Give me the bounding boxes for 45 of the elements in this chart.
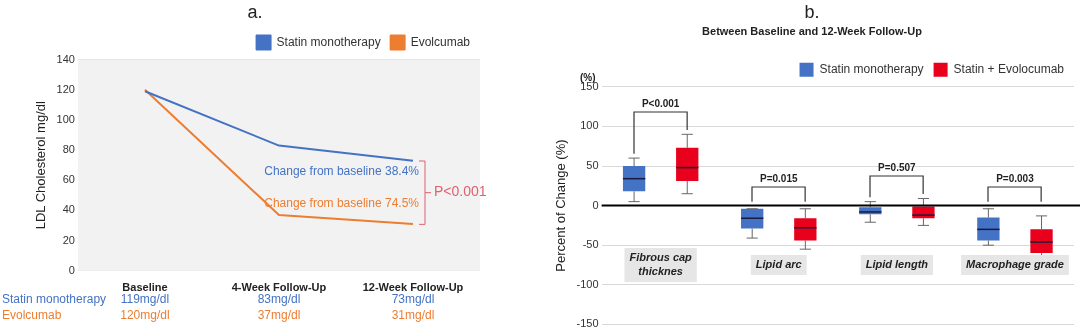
y-tick-label: -100 xyxy=(576,277,599,290)
y-tick-label: 80 xyxy=(62,143,75,156)
y-tick-label: 20 xyxy=(62,233,75,246)
y-tick-label: 100 xyxy=(56,112,75,125)
annotation: Change from baseline 74.5% xyxy=(264,195,420,210)
y-tick-label: 0 xyxy=(592,198,599,211)
data-label: 37mg/dl xyxy=(257,308,301,323)
y-tick-label: 120 xyxy=(56,82,75,95)
y-tick-label: 60 xyxy=(62,173,75,186)
y-axis-title: Percent of Change (%) xyxy=(553,139,569,272)
text: Evolcumab xyxy=(2,308,62,323)
x-tick-label: Fibrous cap thicknes xyxy=(629,251,693,278)
x-tick-label: Lipid arc xyxy=(755,258,802,271)
data-label: 119mg/dl xyxy=(120,292,170,307)
legend-label: Statin monotherapy xyxy=(819,62,924,77)
data-label: 31mg/dl xyxy=(391,308,435,323)
x-tick-label: Macrophage grade xyxy=(966,258,1064,271)
legend-label: Statin + Evolocumab xyxy=(953,62,1065,77)
y-tick-label: 0 xyxy=(68,263,75,276)
annotation: Change from baseline 38.4% xyxy=(264,164,420,179)
annotation: P=0.507 xyxy=(878,162,917,174)
legend-label: Statin monotherapy xyxy=(276,34,381,49)
annotation: P=0.015 xyxy=(759,172,798,184)
annotation: P<0.001 xyxy=(641,98,680,110)
x-tick-label: 12-Week Follow-Up xyxy=(362,281,464,294)
data-label: 120mg/dl xyxy=(120,308,170,323)
data-label: 73mg/dl xyxy=(391,292,435,307)
x-tick-label: 4-Week Follow-Up xyxy=(231,281,327,294)
x-tick-label: Lipid length xyxy=(865,258,929,271)
legend-label: Evolcumab xyxy=(410,34,471,49)
y-tick-label: 140 xyxy=(56,52,75,65)
y-tick-label: 50 xyxy=(586,159,599,172)
annotation: P<0.001 xyxy=(433,183,487,200)
data-label: 83mg/dl xyxy=(257,292,301,307)
chart-subtitle: Between Baseline and 12-Week Follow-Up xyxy=(702,25,923,38)
x-tick-label: Baseline xyxy=(122,281,168,294)
annotation: P=0.003 xyxy=(996,172,1035,184)
y-tick-label: -150 xyxy=(576,317,599,330)
y-axis-title: LDL Cholesterol mg/dl xyxy=(33,101,49,230)
text: Statin monotherapy xyxy=(2,292,107,307)
chart-title: b. xyxy=(804,1,820,22)
y-tick-label: 100 xyxy=(580,119,599,132)
chart-title: a. xyxy=(247,1,263,22)
y-tick-label: 40 xyxy=(62,203,75,216)
y-tick-label: -50 xyxy=(582,238,599,251)
